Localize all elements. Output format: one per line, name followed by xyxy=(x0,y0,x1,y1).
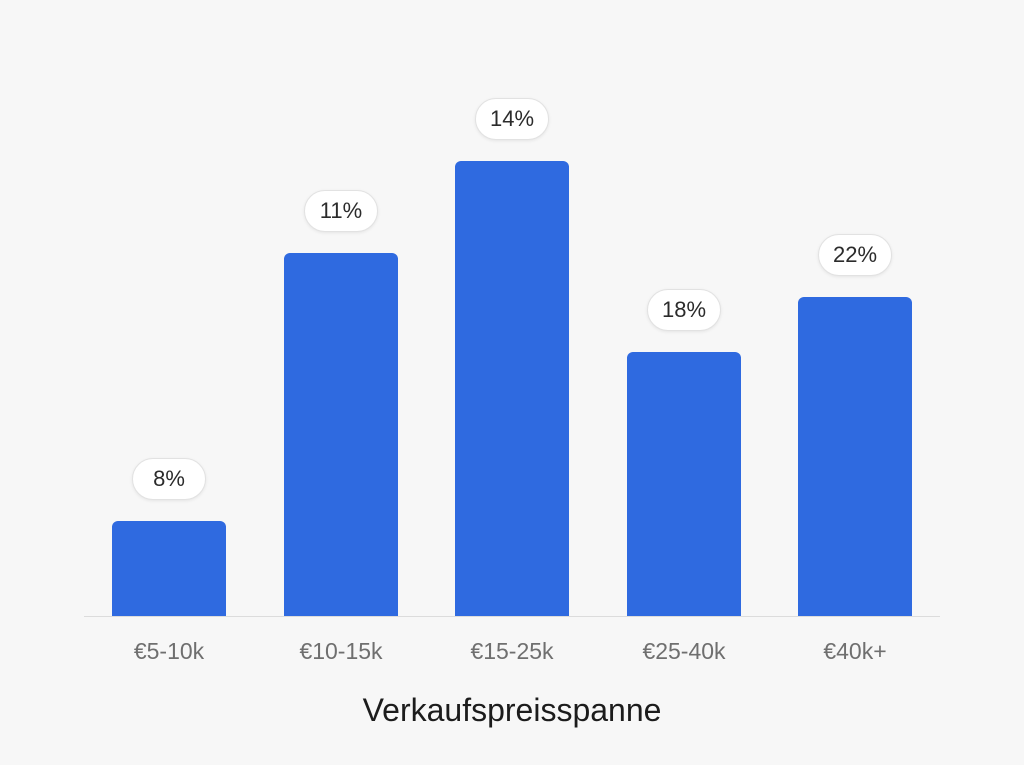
x-axis-label: Verkaufspreisspanne xyxy=(362,692,662,728)
value-label-5-10k: 8% xyxy=(132,458,206,500)
bar-25-40k xyxy=(627,352,741,616)
bar-15-25k xyxy=(455,161,569,616)
x-tick-15-25k: €15-25k xyxy=(470,638,554,664)
x-axis-baseline xyxy=(84,616,940,617)
value-label-10-15k: 11% xyxy=(304,190,378,232)
value-label-15-25k: 14% xyxy=(475,98,549,140)
bar-10-15k xyxy=(284,253,398,616)
bar-5-10k xyxy=(112,521,226,616)
bar-40k-plus xyxy=(798,297,912,616)
value-label-40k-plus: 22% xyxy=(818,234,892,276)
value-label-25-40k: 18% xyxy=(647,289,721,331)
x-tick-25-40k: €25-40k xyxy=(642,638,726,664)
x-tick-40k-plus: €40k+ xyxy=(823,638,887,664)
x-tick-10-15k: €10-15k xyxy=(299,638,383,664)
x-tick-5-10k: €5-10k xyxy=(133,638,205,664)
